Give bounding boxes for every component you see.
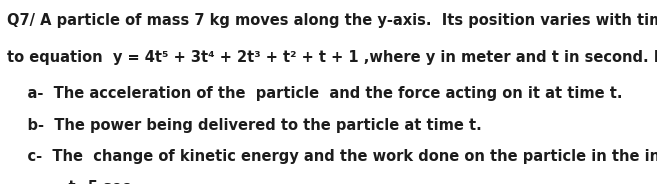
Text: a-  The acceleration of the  particle  and the force acting on it at time t.: a- The acceleration of the particle and … [7, 86, 622, 102]
Text: t=5 sec.: t=5 sec. [7, 180, 136, 184]
Text: c-  The  change of kinetic energy and the work done on the particle in the inter: c- The change of kinetic energy and the … [7, 149, 657, 164]
Text: to equation  y = 4t⁵ + 3t⁴ + 2t³ + t² + t + 1 ,where y in meter and t in second.: to equation y = 4t⁵ + 3t⁴ + 2t³ + t² + t… [7, 50, 657, 65]
Text: Q7/ A particle of mass 7 kg moves along the y-axis.  Its position varies with ti: Q7/ A particle of mass 7 kg moves along … [7, 13, 657, 28]
Text: b-  The power being delivered to the particle at time t.: b- The power being delivered to the part… [7, 118, 482, 133]
